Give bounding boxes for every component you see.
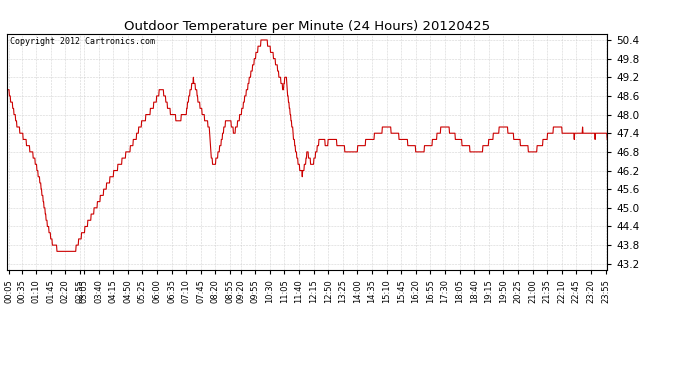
Title: Outdoor Temperature per Minute (24 Hours) 20120425: Outdoor Temperature per Minute (24 Hours… (124, 20, 490, 33)
Text: Copyright 2012 Cartronics.com: Copyright 2012 Cartronics.com (10, 37, 155, 46)
